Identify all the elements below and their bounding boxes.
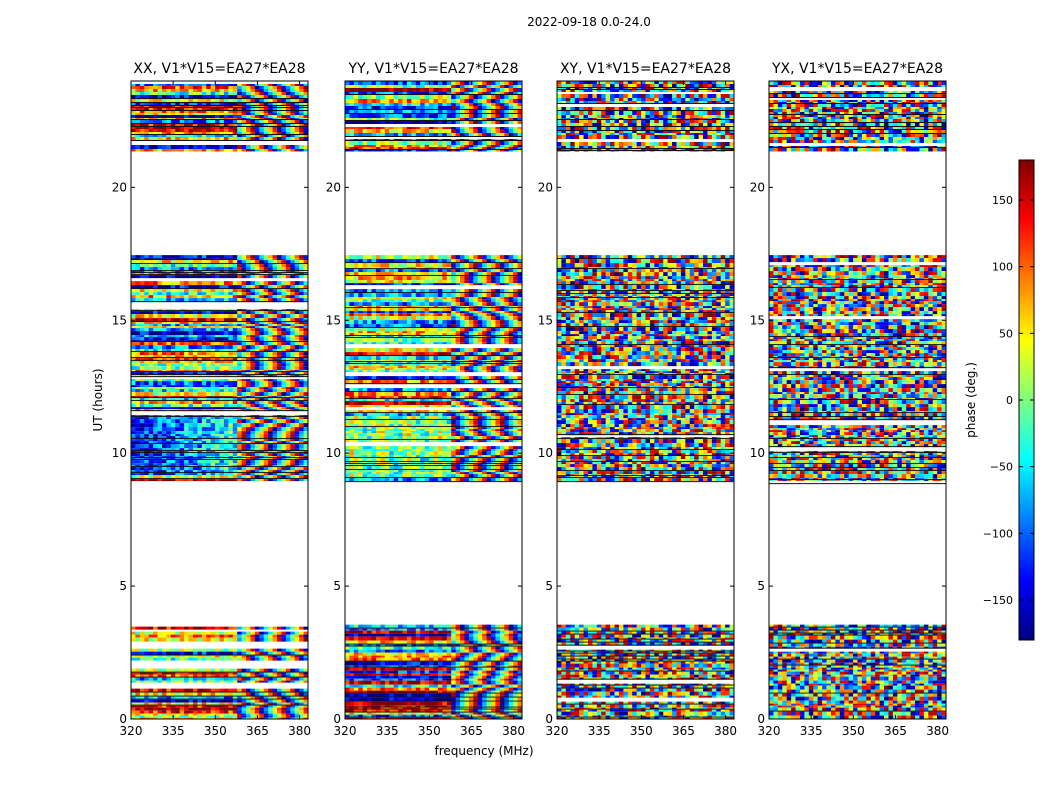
- x-axis-label: frequency (MHz): [434, 744, 533, 758]
- x-tick-label: 365: [672, 724, 695, 738]
- phase-image: [769, 81, 946, 719]
- colorbar-tick-label: 0: [1006, 394, 1013, 407]
- y-tick-label: 15: [112, 313, 127, 327]
- x-tick-label: 365: [460, 724, 483, 738]
- panel-title: YX, V1*V15=EA27*EA28: [771, 61, 943, 77]
- phase-image: [557, 81, 734, 719]
- x-tick-label: 380: [714, 724, 737, 738]
- y-tick-label: 0: [333, 712, 341, 726]
- x-tick-label: 350: [842, 724, 865, 738]
- colorbar-ticks: 150 100 50 0 −50 −100 −150: [983, 194, 1034, 607]
- x-tick-label: 320: [546, 724, 569, 738]
- x-tick-label: 335: [162, 724, 185, 738]
- y-tick-label: 20: [750, 180, 765, 194]
- x-tick-label: 335: [800, 724, 823, 738]
- panel-yx: YX, V1*V15=EA27*EA28 320 335 350 365 380 0 5 10 1…: [750, 61, 949, 738]
- y-tick-label: 0: [545, 712, 553, 726]
- phase-image: [131, 84, 308, 719]
- x-tick-label: 320: [334, 724, 357, 738]
- panel-frame: [556, 80, 735, 720]
- panels: XX, V1*V15=EA27*EA28 320 335 350 365 380 0 5 10 1…: [112, 61, 949, 738]
- x-tick-label: 380: [288, 724, 311, 738]
- y-tick-label: 0: [757, 712, 765, 726]
- x-tick-label: 350: [418, 724, 441, 738]
- panel-yy: YY, V1*V15=EA27*EA28 320 335 350 365 380 0 5 10 1…: [326, 61, 525, 738]
- colorbar-label: phase (deg.): [964, 362, 978, 438]
- y-tick-label: 20: [326, 180, 341, 194]
- x-tick-label: 380: [926, 724, 949, 738]
- x-tick-label: 350: [204, 724, 227, 738]
- colorbar-tick-label: −50: [990, 461, 1013, 474]
- y-tick-label: 20: [112, 180, 127, 194]
- y-tick-label: 20: [538, 180, 553, 194]
- figure-title: 2022-09-18 0.0-24.0: [527, 15, 651, 29]
- colorbar-tick-label: 100: [992, 261, 1013, 274]
- colorbar-tick-label: −150: [983, 594, 1013, 607]
- y-tick-label: 15: [538, 313, 553, 327]
- y-tick-label: 15: [326, 313, 341, 327]
- y-tick-label: 10: [538, 446, 553, 460]
- colorbar: 150 100 50 0 −50 −100 −150 phase (deg.): [964, 159, 1035, 641]
- phase-image: [345, 81, 522, 719]
- x-tick-label: 335: [588, 724, 611, 738]
- x-tick-label: 380: [502, 724, 525, 738]
- y-tick-label: 5: [545, 579, 553, 593]
- panel-title: XY, V1*V15=EA27*EA28: [560, 61, 731, 77]
- colorbar-tick-label: 150: [992, 194, 1013, 207]
- panel-title: YY, V1*V15=EA27*EA28: [347, 61, 518, 77]
- y-tick-label: 15: [750, 313, 765, 327]
- colorbar-tick-label: −100: [983, 527, 1013, 540]
- panel-frame: [130, 80, 309, 720]
- colorbar-tick-label: 50: [999, 327, 1013, 340]
- panel-xx: XX, V1*V15=EA27*EA28 320 335 350 365 380 0 5 10 1…: [112, 61, 311, 738]
- y-tick-label: 5: [757, 579, 765, 593]
- y-tick-label: 0: [119, 712, 127, 726]
- y-axis-label: UT (hours): [91, 368, 105, 431]
- panel-xy: XY, V1*V15=EA27*EA28 320 335 350 365 380 0 5 10 1…: [538, 61, 737, 738]
- y-tick-label: 5: [333, 579, 341, 593]
- x-tick-label: 350: [630, 724, 653, 738]
- x-tick-label: 320: [120, 724, 143, 738]
- y-tick-label: 10: [326, 446, 341, 460]
- x-tick-label: 335: [376, 724, 399, 738]
- x-tick-label: 365: [884, 724, 907, 738]
- x-tick-label: 320: [758, 724, 781, 738]
- panel-frame: [768, 80, 947, 720]
- panel-title: XX, V1*V15=EA27*EA28: [133, 61, 305, 77]
- y-tick-label: 10: [750, 446, 765, 460]
- y-tick-label: 10: [112, 446, 127, 460]
- y-tick-label: 5: [119, 579, 127, 593]
- panel-frame: [344, 80, 523, 720]
- x-tick-label: 365: [246, 724, 269, 738]
